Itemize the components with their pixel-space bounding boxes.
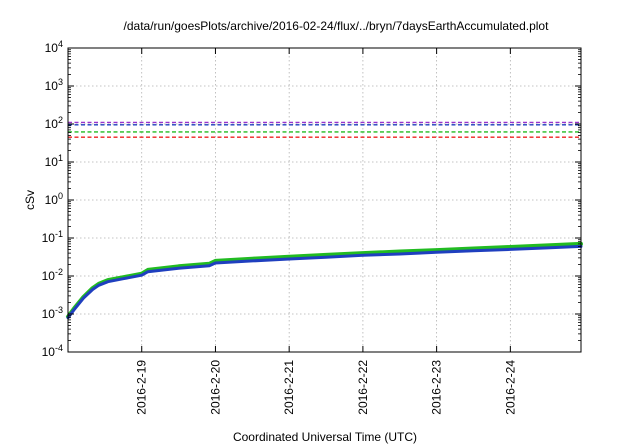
y-tick-base: 10	[45, 79, 59, 93]
y-tick-base: 10	[42, 269, 56, 283]
y-tick-label: 10-2	[42, 267, 63, 283]
x-tick-label: 2016-2-19	[135, 360, 149, 415]
grid-lines	[68, 48, 581, 352]
y-tick-base: 10	[42, 307, 56, 321]
y-tick-base: 10	[45, 155, 59, 169]
y-tick-exponent: -3	[55, 305, 63, 315]
x-axis-label: Coordinated Universal Time (UTC)	[233, 430, 417, 444]
data-series	[66, 241, 583, 320]
y-tick-label: 102	[45, 115, 63, 131]
threshold-lines	[68, 121, 581, 138]
chart-title: /data/run/goesPlots/archive/2016-02-24/f…	[124, 19, 550, 33]
x-tick-label: 2016-2-24	[503, 360, 517, 415]
x-tick-label: 2016-2-23	[430, 360, 444, 415]
y-tick-label: 103	[45, 77, 63, 93]
series-line	[66, 244, 583, 320]
series-line	[66, 241, 583, 319]
y-tick-label: 101	[45, 153, 63, 169]
x-tick-label: 2016-2-22	[356, 360, 370, 415]
y-tick-label: 10-4	[42, 343, 63, 359]
y-tick-label: 10-3	[42, 305, 63, 321]
y-tick-base: 10	[45, 193, 59, 207]
y-tick-exponent: 2	[58, 115, 63, 125]
y-tick-exponent: 1	[58, 153, 63, 163]
y-tick-exponent: 4	[58, 39, 63, 49]
y-tick-base: 10	[45, 41, 59, 55]
y-tick-label: 100	[45, 191, 63, 207]
y-tick-base: 10	[42, 345, 56, 359]
y-axis-label: cSv	[23, 190, 37, 210]
y-tick-exponent: -1	[55, 229, 63, 239]
x-tick-label: 2016-2-21	[282, 360, 296, 415]
y-tick-exponent: -4	[55, 343, 63, 353]
y-tick-exponent: -2	[55, 267, 63, 277]
y-tick-base: 10	[42, 231, 56, 245]
x-tick-label: 2016-2-20	[208, 360, 222, 415]
y-tick-exponent: 0	[58, 191, 63, 201]
x-axis-ticks: 2016-2-19 2016-2-20 2016-2-21 2016-2-22 2016…	[135, 48, 517, 415]
y-tick-base: 10	[45, 117, 59, 131]
y-tick-label: 10-1	[42, 229, 63, 245]
y-tick-label: 104	[45, 39, 63, 55]
y-tick-exponent: 3	[58, 77, 63, 87]
